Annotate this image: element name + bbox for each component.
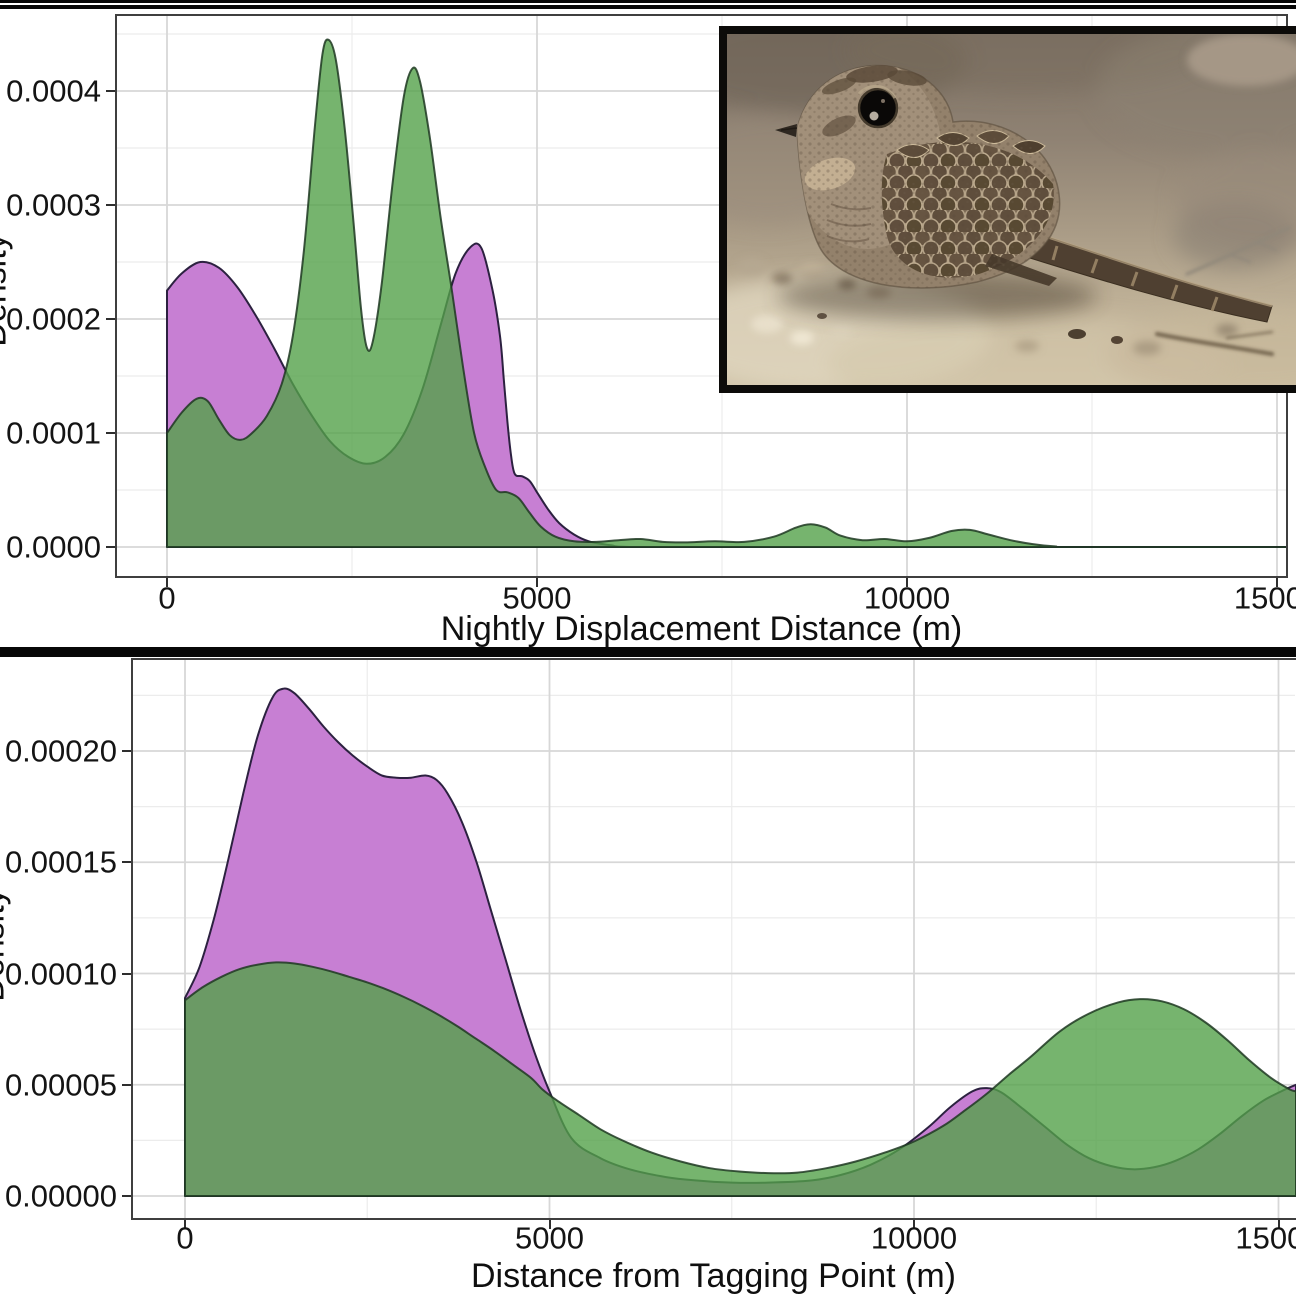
x-tick-mark — [184, 1220, 186, 1229]
nightjar-photo — [719, 26, 1296, 393]
y-tick-mark — [122, 1195, 131, 1197]
y-tick-mark — [122, 1083, 131, 1086]
density-area-green — [184, 961, 1296, 1197]
x-tick-label: 5000 — [502, 580, 572, 616]
bird-eye — [857, 84, 899, 129]
x-tick-label: 10000 — [863, 580, 951, 616]
top-border-rule — [0, 0, 1296, 3]
distance-from-tagging-panel — [131, 658, 1296, 1220]
bird-tail — [1016, 227, 1273, 323]
y-tick-label: 0.00005 — [4, 1067, 117, 1103]
foreground-pebbles — [817, 313, 1123, 344]
y-axis-title-bottom-clipped: Density — [0, 888, 12, 1002]
y-tick-label: 0.0001 — [6, 415, 101, 451]
y-tick-label: 0.0003 — [6, 187, 101, 223]
panel-separator-rule — [0, 647, 1296, 657]
x-tick-mark — [536, 578, 538, 587]
nightjar-photo-illustration — [727, 34, 1296, 385]
y-tick-label: 0.00000 — [4, 1178, 117, 1214]
density-area-purple — [184, 687, 1296, 1197]
x-tick-label: 5000 — [515, 1220, 584, 1256]
x-tick-mark — [913, 1220, 915, 1229]
y-tick-mark — [106, 432, 115, 434]
y-tick-mark — [106, 546, 115, 548]
y-tick-label: 0.00010 — [4, 956, 117, 991]
top-border-rule-2 — [0, 5, 1296, 9]
x-tick-label: 0 — [176, 1220, 194, 1256]
x-tick-mark — [1276, 578, 1278, 587]
y-tick-label: 0.00015 — [4, 844, 117, 880]
y-tick-mark — [106, 204, 115, 206]
y-tick-mark — [122, 861, 131, 864]
y-tick-mark — [122, 750, 131, 752]
bird-bill — [775, 124, 798, 137]
y-axis-title-top-clipped: Density — [0, 233, 14, 347]
x-tick-mark — [548, 1220, 551, 1229]
twig — [1155, 226, 1291, 356]
x-tick-label: 0 — [158, 580, 176, 616]
x-tick-mark — [1277, 1220, 1280, 1229]
y-tick-label: 0.0004 — [6, 73, 101, 109]
y-tick-mark — [106, 90, 115, 92]
x-tick-mark — [906, 578, 908, 587]
y-tick-label: 0.0002 — [6, 301, 101, 337]
bird-shadow — [777, 272, 1097, 320]
y-tick-label: 0.00020 — [4, 733, 117, 769]
x-axis-title-top: Nightly Displacement Distance (m) — [440, 610, 963, 648]
x-tick-mark — [166, 578, 168, 587]
x-tick-label: 10000 — [870, 1220, 958, 1256]
panel-border — [131, 658, 1296, 1220]
x-axis-title-bottom: Distance from Tagging Point (m) — [470, 1257, 956, 1295]
y-tick-mark — [106, 318, 115, 320]
y-tick-label: 0.0000 — [6, 529, 101, 565]
y-tick-mark — [122, 972, 131, 975]
